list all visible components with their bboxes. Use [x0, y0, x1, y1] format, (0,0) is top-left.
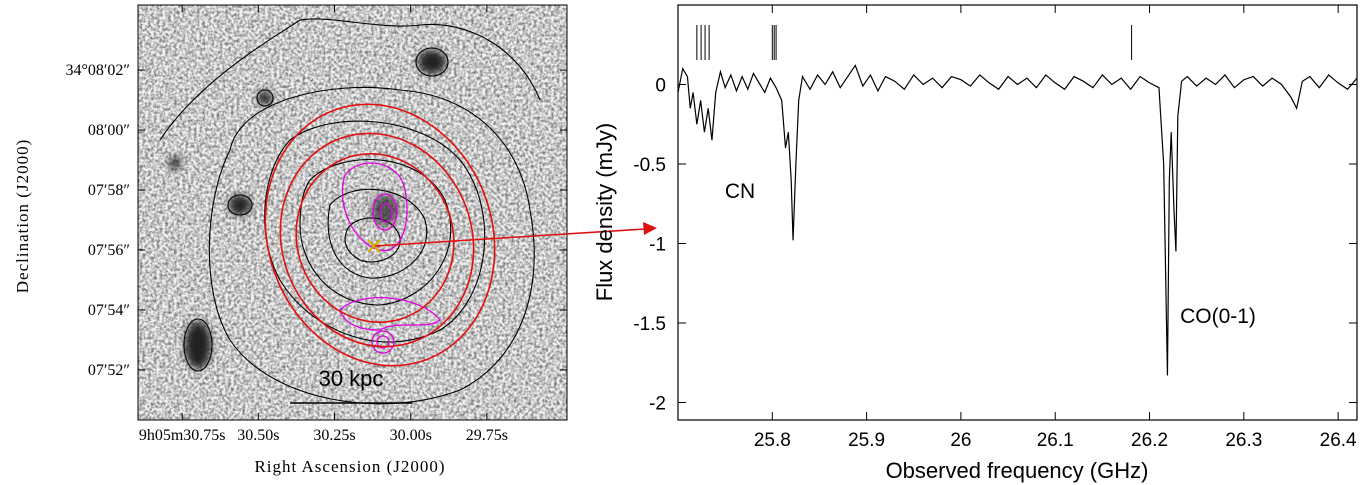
scale-label: 30 kpc [319, 366, 384, 391]
y-axis-label: Declination (J2000) [13, 139, 32, 294]
plot-frame [677, 4, 1358, 421]
x-tick-label: 25.8 [754, 430, 791, 451]
x-tick-label: 30.25s [313, 427, 355, 444]
x-axis-label: Right Ascension (J2000) [254, 457, 445, 476]
arrow [374, 222, 657, 247]
x-axis-label: Observed frequency (GHz) [886, 458, 1149, 483]
x-tick-label: 30.00s [390, 427, 432, 444]
annotation: CO(0-1) [1180, 305, 1256, 328]
y-tick-label: 08′00″ [88, 122, 130, 139]
y-axis-label: Flux density (mJy) [592, 123, 617, 301]
y-tick-label: 34°08′02″ [65, 62, 130, 79]
spectrum-line [677, 64, 1358, 376]
y-tick-label: -1 [649, 235, 666, 256]
x-tick-label: 26 [950, 430, 971, 451]
x-tick-label: 26.3 [1225, 430, 1262, 451]
y-tick-label: 07′54″ [88, 302, 130, 319]
y-tick-label: 07′58″ [88, 182, 130, 199]
x-tick-label: 25.9 [848, 430, 885, 451]
y-tick-label: -1.5 [633, 314, 666, 335]
x-tick-label: 26.1 [1037, 430, 1074, 451]
x-tick-label: 26.2 [1131, 430, 1168, 451]
y-tick-label: -2 [649, 394, 666, 415]
annotation: CN [725, 180, 755, 203]
y-tick-label: -0.5 [633, 155, 666, 176]
y-tick-label: 0 [655, 76, 666, 97]
y-tick-label: 07′52″ [88, 362, 130, 379]
x-tick-label: 9h05m30.75s [139, 427, 226, 444]
x-tick-label: 29.75s [466, 427, 508, 444]
x-tick-label: 30.50s [237, 427, 279, 444]
x-tick-label: 26.4 [1320, 430, 1357, 451]
sky-image [137, 4, 568, 421]
y-tick-label: 07′56″ [88, 242, 130, 259]
